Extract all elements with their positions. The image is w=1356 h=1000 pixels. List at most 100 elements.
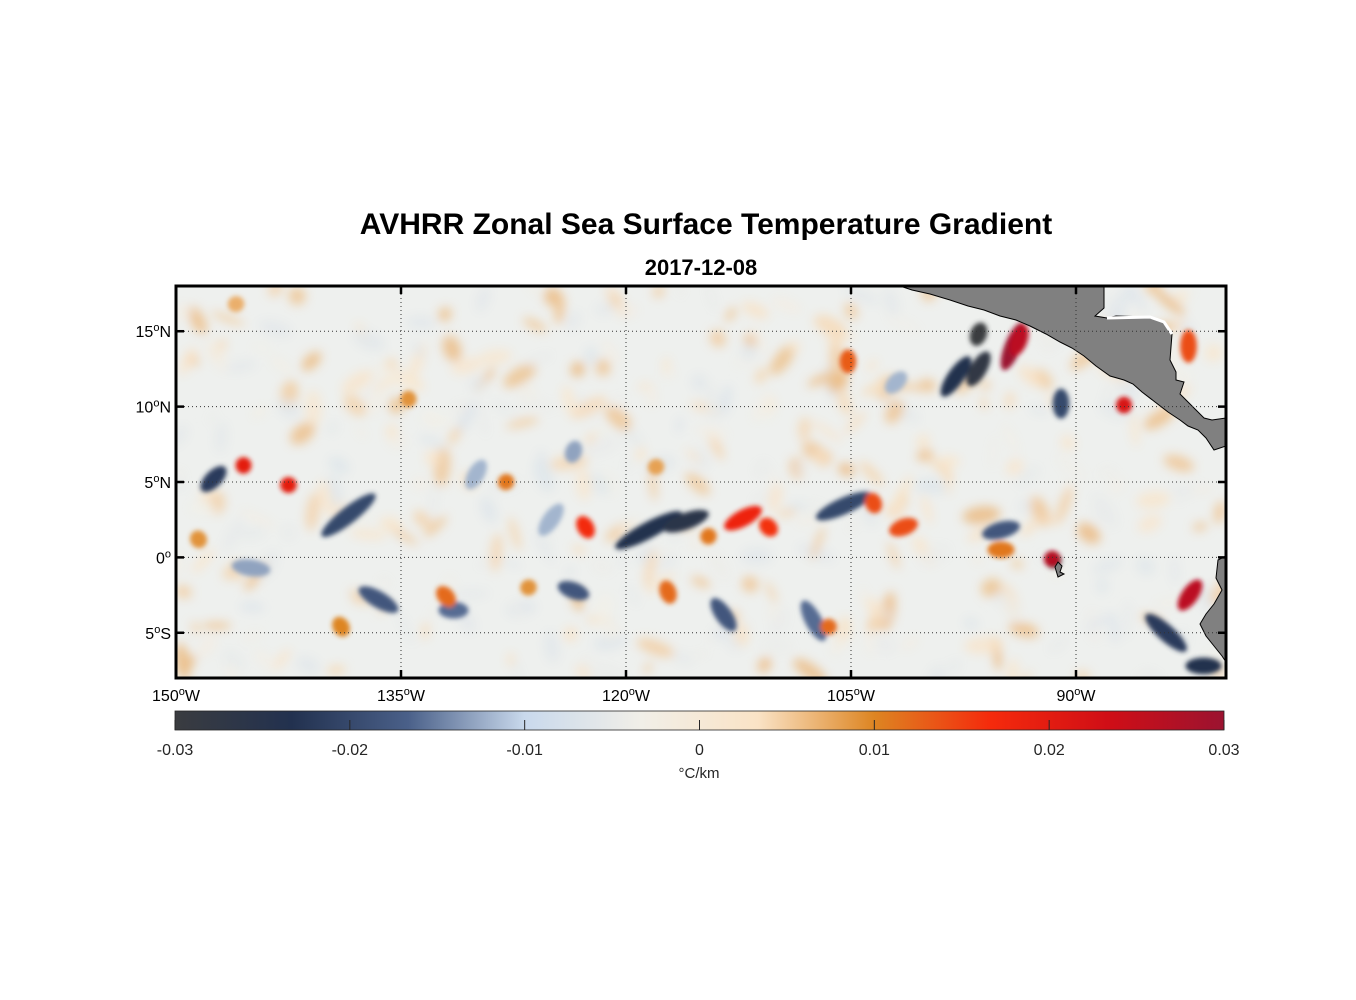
texture-patch bbox=[564, 565, 575, 579]
cold-gradient-feature bbox=[815, 491, 872, 521]
texture-patch bbox=[575, 665, 591, 678]
texture-patch bbox=[268, 286, 283, 297]
texture-patch bbox=[843, 286, 880, 305]
texture-patch bbox=[892, 475, 913, 510]
texture-patch bbox=[328, 474, 343, 509]
warm-gradient-feature bbox=[839, 349, 857, 374]
texture-patch bbox=[305, 492, 320, 531]
texture-patch bbox=[176, 468, 185, 484]
warm-gradient-feature bbox=[400, 390, 417, 408]
texture-patch bbox=[584, 346, 598, 365]
cold-gradient-feature bbox=[1052, 388, 1070, 419]
texture-patch bbox=[204, 339, 228, 372]
texture-patch bbox=[1205, 650, 1226, 677]
colorbar-tick-label: -0.01 bbox=[506, 742, 543, 759]
texture-patch bbox=[1127, 286, 1147, 312]
texture-patch bbox=[1204, 344, 1223, 362]
texture-patch bbox=[251, 405, 268, 419]
texture-patch bbox=[1060, 435, 1076, 451]
texture-patch bbox=[777, 508, 798, 518]
texture-patch bbox=[883, 503, 905, 520]
texture-patch bbox=[240, 526, 266, 540]
texture-patch bbox=[709, 329, 726, 348]
texture-patch bbox=[771, 297, 803, 314]
texture-patch bbox=[740, 547, 773, 565]
texture-patch bbox=[724, 307, 737, 322]
texture-patch bbox=[374, 373, 403, 391]
texture-patch bbox=[685, 472, 711, 496]
texture-patch bbox=[379, 516, 403, 532]
texture-patch bbox=[537, 450, 549, 467]
warm-gradient-feature bbox=[647, 458, 665, 475]
texture-patch bbox=[587, 473, 611, 495]
texture-patch bbox=[517, 398, 557, 412]
texture-patch bbox=[197, 633, 218, 659]
texture-patch bbox=[672, 651, 693, 665]
warm-gradient-feature bbox=[1116, 396, 1132, 414]
texture-patch bbox=[859, 461, 885, 486]
warm-gradient-feature bbox=[987, 541, 1015, 559]
texture-patch bbox=[918, 544, 950, 566]
texture-patch bbox=[242, 630, 263, 641]
texture-patch bbox=[509, 601, 526, 618]
texture-patch bbox=[769, 344, 795, 375]
texture-patch bbox=[946, 659, 962, 674]
texture-patch bbox=[571, 396, 608, 419]
texture-patch bbox=[281, 524, 296, 540]
texture-patch bbox=[620, 426, 645, 449]
texture-patch bbox=[592, 425, 609, 439]
warm-gradient-feature bbox=[864, 492, 883, 514]
texture-patch bbox=[507, 652, 515, 668]
cold-gradient-feature bbox=[358, 586, 399, 613]
texture-patch bbox=[222, 518, 245, 552]
texture-patch bbox=[187, 502, 218, 516]
texture-patch bbox=[184, 654, 198, 670]
texture-patch bbox=[1122, 600, 1132, 639]
texture-patch bbox=[706, 286, 717, 312]
texture-patch bbox=[361, 375, 382, 407]
texture-patch bbox=[584, 432, 597, 445]
texture-patch bbox=[424, 516, 447, 537]
texture-patch bbox=[395, 370, 425, 393]
texture-patch bbox=[595, 594, 614, 626]
lat-tick-label: 10oN bbox=[136, 398, 171, 417]
texture-patch bbox=[562, 385, 576, 416]
texture-patch bbox=[1103, 385, 1117, 398]
texture-patch bbox=[865, 597, 886, 622]
texture-patch bbox=[477, 554, 494, 569]
texture-patch bbox=[239, 509, 276, 528]
warm-gradient-feature bbox=[576, 516, 595, 539]
texture-patch bbox=[964, 636, 1004, 654]
texture-patch bbox=[572, 544, 586, 555]
texture-patch bbox=[1015, 466, 1040, 487]
lon-tick-label: 135oW bbox=[377, 686, 426, 705]
texture-patch bbox=[963, 617, 979, 630]
texture-patch bbox=[355, 426, 368, 439]
texture-patch bbox=[636, 638, 675, 658]
texture-patch bbox=[506, 417, 539, 429]
texture-patch bbox=[920, 494, 933, 525]
texture-patch bbox=[503, 559, 522, 569]
texture-patch bbox=[447, 426, 461, 445]
gradient-features bbox=[190, 296, 1222, 675]
warm-gradient-feature bbox=[332, 616, 350, 637]
texture-patch bbox=[1163, 454, 1194, 472]
texture-patch bbox=[412, 341, 425, 359]
land-galapagos bbox=[1054, 561, 1066, 578]
texture-patch bbox=[214, 421, 228, 453]
texture-patch bbox=[874, 636, 896, 654]
texture-patch bbox=[239, 602, 265, 612]
warm-gradient-feature bbox=[520, 579, 537, 596]
cold-gradient-feature bbox=[663, 509, 709, 533]
texture-patch bbox=[810, 526, 825, 560]
texture-patch bbox=[1035, 516, 1062, 525]
texture-patch bbox=[652, 286, 665, 298]
texture-patch bbox=[211, 311, 245, 326]
texture-patch bbox=[719, 385, 733, 416]
texture-patch bbox=[1017, 499, 1032, 514]
texture-patch bbox=[694, 425, 729, 441]
texture-patch bbox=[1084, 614, 1113, 631]
warm-gradient-feature bbox=[280, 477, 297, 493]
map-subtitle: 2017-12-08 bbox=[645, 255, 758, 280]
texture-patch bbox=[468, 374, 487, 393]
